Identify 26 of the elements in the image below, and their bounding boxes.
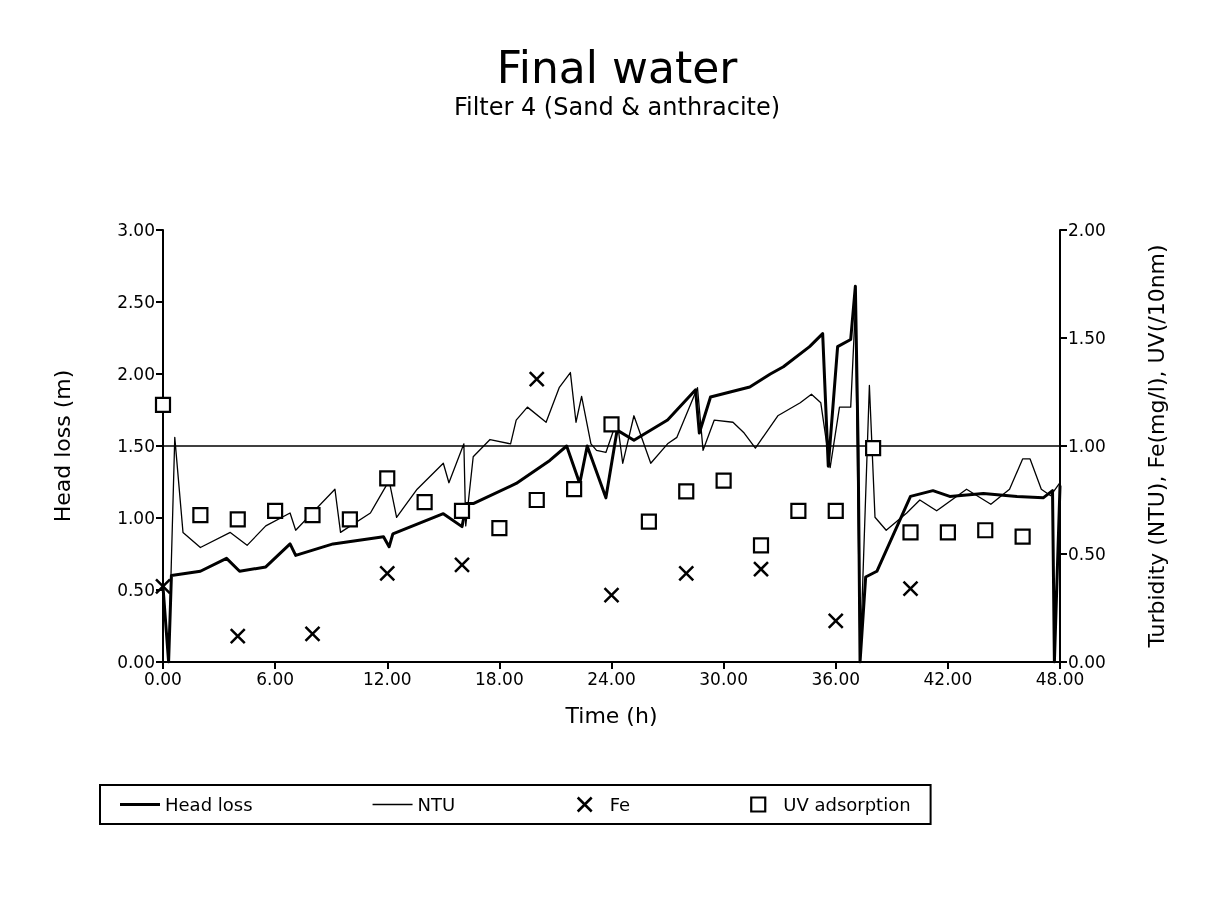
- y-tick-label: 1.00: [117, 508, 155, 528]
- y2-tick-label: 1.50: [1068, 328, 1106, 348]
- y2-axis-title: Turbidity (NTU), Fe(mg/l), UV(/10nm): [1143, 244, 1169, 649]
- y-tick-label: 2.50: [117, 292, 155, 312]
- y-axis-title: Head loss (m): [49, 369, 75, 523]
- y2-tick-label: 1.00: [1068, 436, 1106, 456]
- y-tick-label: 2.00: [117, 364, 155, 384]
- legend-label: NTU: [417, 794, 456, 815]
- y2-tick-label: 2.00: [1068, 220, 1106, 240]
- chart-subtitle: Filter 4 (Sand & anthracite): [453, 93, 781, 121]
- x-tick-label: 24.00: [587, 668, 636, 689]
- x-tick-label: 42.00: [923, 668, 973, 689]
- legend-label: UV adsorption: [783, 794, 911, 815]
- legend-label: Fe: [609, 794, 631, 815]
- chart-title: Final water: [496, 41, 739, 93]
- y2-tick-label: 0.50: [1068, 544, 1106, 564]
- y-tick-label: 0.50: [117, 580, 155, 600]
- x-tick-label: 6.00: [256, 668, 295, 689]
- x-tick-label: 30.00: [699, 668, 748, 689]
- y-tick-label: 1.50: [117, 436, 155, 456]
- x-tick-label: 18.00: [475, 668, 524, 689]
- y-tick-label: 3.00: [117, 220, 155, 240]
- x-axis-title: Time (h): [564, 702, 658, 728]
- x-tick-label: 36.00: [811, 668, 861, 689]
- legend-label: Head loss: [165, 794, 253, 815]
- x-tick-label: 12.00: [362, 668, 412, 689]
